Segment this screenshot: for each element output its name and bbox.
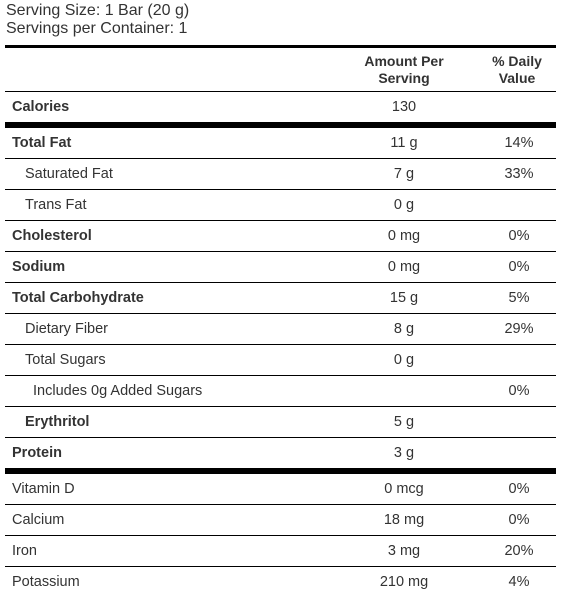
row-sodium-label: Sodium [5, 252, 330, 283]
row-sodium-amount: 0 mg [330, 252, 478, 283]
row-total-carbohydrate-amount: 15 g [330, 283, 478, 314]
row-vitamin-d-dv: 0% [478, 471, 556, 505]
row-total-fat-label: Total Fat [5, 125, 330, 159]
row-total-carbohydrate-label: Total Carbohydrate [5, 283, 330, 314]
serving-size: Serving Size: 1 Bar (20 g) [6, 2, 564, 20]
row-protein-label: Protein [5, 438, 330, 472]
table-row: Potassium 210 mg 4% [5, 567, 556, 597]
table-row: Protein 3 g [5, 438, 556, 472]
header-amount-line2: Serving [378, 70, 429, 86]
row-vitamin-d-label: Vitamin D [5, 471, 330, 505]
row-erythritol-label: Erythritol [5, 407, 330, 438]
table-row: Sodium 0 mg 0% [5, 252, 556, 283]
row-total-fat-amount: 11 g [330, 125, 478, 159]
row-cholesterol-label: Cholesterol [5, 221, 330, 252]
row-total-sugars-label: Total Sugars [5, 345, 330, 376]
table-row: Calories 130 [5, 92, 556, 126]
row-calories-label: Calories [5, 92, 330, 126]
row-erythritol-amount: 5 g [330, 407, 478, 438]
table-row: Cholesterol 0 mg 0% [5, 221, 556, 252]
row-trans-fat-label: Trans Fat [5, 190, 330, 221]
header-daily-value: % Daily Value [478, 47, 556, 92]
row-dietary-fiber-label: Dietary Fiber [5, 314, 330, 345]
row-total-sugars-amount: 0 g [330, 345, 478, 376]
row-cholesterol-dv: 0% [478, 221, 556, 252]
row-vitamin-d-amount: 0 mcg [330, 471, 478, 505]
row-erythritol-dv [478, 407, 556, 438]
table-row: Total Fat 11 g 14% [5, 125, 556, 159]
table-row: Erythritol 5 g [5, 407, 556, 438]
row-added-sugars-amount [330, 376, 478, 407]
row-potassium-amount: 210 mg [330, 567, 478, 597]
servings-per-container: Servings per Container: 1 [6, 20, 564, 38]
table-row: Calcium 18 mg 0% [5, 505, 556, 536]
row-calories-amount: 130 [330, 92, 478, 126]
row-saturated-fat-amount: 7 g [330, 159, 478, 190]
row-added-sugars-label: Includes 0g Added Sugars [5, 376, 330, 407]
table-row: Iron 3 mg 20% [5, 536, 556, 567]
header-amount-per-serving: Amount Per Serving [330, 47, 478, 92]
header-nutrient [5, 47, 330, 92]
row-protein-amount: 3 g [330, 438, 478, 472]
row-iron-label: Iron [5, 536, 330, 567]
row-potassium-label: Potassium [5, 567, 330, 597]
row-total-sugars-dv [478, 345, 556, 376]
nutrition-facts-table: Amount Per Serving % Daily Value Calorie… [5, 45, 556, 597]
row-calcium-dv: 0% [478, 505, 556, 536]
table-row: Saturated Fat 7 g 33% [5, 159, 556, 190]
table-row: Trans Fat 0 g [5, 190, 556, 221]
row-protein-dv [478, 438, 556, 472]
row-iron-dv: 20% [478, 536, 556, 567]
row-total-fat-dv: 14% [478, 125, 556, 159]
table-row: Total Sugars 0 g [5, 345, 556, 376]
row-iron-amount: 3 mg [330, 536, 478, 567]
row-added-sugars-dv: 0% [478, 376, 556, 407]
row-calcium-label: Calcium [5, 505, 330, 536]
row-potassium-dv: 4% [478, 567, 556, 597]
table-row: Dietary Fiber 8 g 29% [5, 314, 556, 345]
row-cholesterol-amount: 0 mg [330, 221, 478, 252]
row-saturated-fat-dv: 33% [478, 159, 556, 190]
table-row: Total Carbohydrate 15 g 5% [5, 283, 556, 314]
table-row: Includes 0g Added Sugars 0% [5, 376, 556, 407]
row-dietary-fiber-dv: 29% [478, 314, 556, 345]
row-trans-fat-amount: 0 g [330, 190, 478, 221]
row-dietary-fiber-amount: 8 g [330, 314, 478, 345]
row-total-carbohydrate-dv: 5% [478, 283, 556, 314]
row-calcium-amount: 18 mg [330, 505, 478, 536]
header-amount-line1: Amount Per [364, 53, 443, 69]
row-calories-dv [478, 92, 556, 126]
row-saturated-fat-label: Saturated Fat [5, 159, 330, 190]
header-dv-line1: % Daily [492, 53, 542, 69]
table-row: Vitamin D 0 mcg 0% [5, 471, 556, 505]
row-trans-fat-dv [478, 190, 556, 221]
header-dv-line2: Value [499, 70, 536, 86]
row-sodium-dv: 0% [478, 252, 556, 283]
table-header-row: Amount Per Serving % Daily Value [5, 47, 556, 92]
serving-info: Serving Size: 1 Bar (20 g) Servings per … [0, 0, 564, 38]
